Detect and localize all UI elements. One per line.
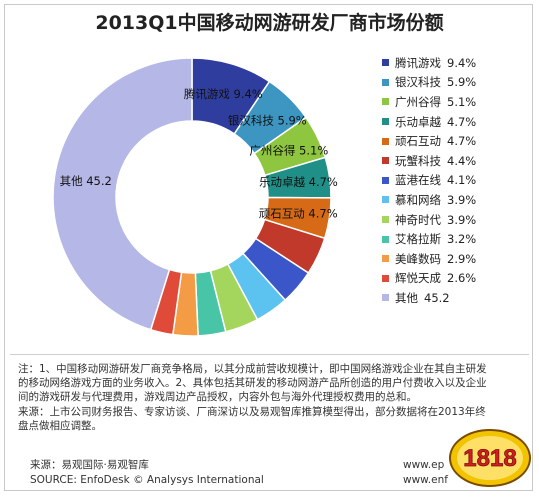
source-en: SOURCE: EnfoDesk © Analysys Internationa… [30,474,264,486]
legend-swatch [382,274,389,282]
legend-label: 广州谷得 [395,94,441,109]
legend-item: 广州谷得 5.1% [382,92,532,112]
legend-swatch [382,235,389,243]
legend-swatch [382,98,389,106]
source-block: 来源：易观国际·易观智库 SOURCE: EnfoDesk © Analysys… [30,458,330,488]
legend-value: 4.7% [447,134,477,149]
slice-label: 广州谷得 5.1% [249,143,328,157]
legend-item: 顽石互动 4.7% [382,131,532,151]
legend-swatch [382,196,389,204]
legend-label: 银汉科技 [395,75,441,90]
donut-slice [52,57,193,331]
legend-item: 腾讯游戏 9.4% [382,53,532,73]
legend-swatch [382,137,389,145]
legend-label: 玩蟹科技 [395,153,441,168]
legend-value: 2.9% [447,251,477,266]
legend-value: 9.4% [447,55,477,70]
legend-swatch [382,78,389,86]
legend-value: 5.1% [447,94,477,109]
legend-value: 3.2% [447,232,477,247]
chart-frame [4,4,533,491]
slice-label: 腾讯游戏 9.4% [184,87,263,101]
legend-label: 慕和网络 [395,192,441,207]
legend-item: 银汉科技 5.9% [382,73,532,93]
legend-swatch [382,118,389,126]
note-line: 来源：上市公司财务报告、专家访谈、厂商深访以及易观智库推算模型得出，部分数据将在… [18,405,486,418]
legend-value: 45.2 [424,290,450,305]
legend-label: 乐动卓越 [395,114,441,129]
legend-label: 艾格拉斯 [395,232,441,247]
note-line: 注：1、中国移动网游研发厂商竞争格局，以其分成前营收规模计，即中国网络游戏企业在… [18,363,487,375]
legend-label: 辉悦天成 [395,271,441,286]
legend-value: 4.4% [447,153,477,168]
legend-value: 3.9% [447,212,477,227]
source-cn: 来源：易观国际·易观智库 [30,459,149,471]
note-line: 间的游戏研发与代理费用，游戏周边产品授权，内容外包与海外代理授权费用的总和。 [18,391,417,404]
legend-swatch [382,157,389,165]
legend-value: 4.7% [447,114,477,129]
slice-label: 顽石互动 4.7% [259,206,338,220]
legend-value: 5.9% [447,75,477,90]
slice-label: 乐动卓越 4.7% [259,175,338,189]
legend-item: 慕和网络 3.9% [382,190,532,210]
legend-label: 其他 [395,290,418,305]
site-logo: 1818 [449,429,531,487]
legend: 腾讯游戏 9.4% 银汉科技 5.9% 广州谷得 5.1% 乐动卓越 4.7% 顽石互动 4.7%… [382,53,532,308]
watermark-url-line-1: www.ep [403,459,445,471]
watermark-url: www.ep www.enf [403,458,448,488]
legend-label: 顽石互动 [395,134,441,149]
divider [10,354,529,355]
legend-item: 乐动卓越 4.7% [382,112,532,132]
legend-swatch [382,294,389,302]
legend-swatch [382,59,389,67]
legend-swatch [382,255,389,263]
legend-label: 蓝港在线 [395,173,441,188]
chart-notes: 注：1、中国移动网游研发厂商竞争格局，以其分成前营收规模计，即中国网络游戏企业在… [18,362,516,433]
chart-title: 2013Q1中国移动网游研发厂商市场份额 [95,12,444,34]
legend-item: 其他 45.2 [382,288,532,308]
legend-item: 玩蟹科技 4.4% [382,151,532,171]
legend-item: 神奇时代 3.9% [382,210,532,230]
legend-value: 2.6% [447,271,477,286]
legend-item: 艾格拉斯 3.2% [382,229,532,249]
legend-label: 美峰数码 [395,251,441,266]
legend-swatch [382,176,389,184]
legend-item: 美峰数码 2.9% [382,249,532,269]
slice-label: 其他 45.2 [60,174,112,188]
legend-item: 辉悦天成 2.6% [382,269,532,289]
note-line: 的移动网络游戏方面的业务收入。2、具体包括其研发的移动网游产品所创造的用户付费收… [18,377,487,390]
legend-label: 腾讯游戏 [395,55,441,70]
legend-value: 4.1% [447,173,477,188]
watermark-url-line-2: www.enf [403,474,448,486]
legend-label: 神奇时代 [395,212,441,227]
legend-swatch [382,216,389,224]
note-line: 盘点做相应调整。 [18,419,102,432]
svg-text:1818: 1818 [463,445,516,472]
legend-item: 蓝港在线 4.1% [382,171,532,191]
slice-label: 银汉科技 5.9% [228,113,307,127]
legend-value: 3.9% [447,192,477,207]
